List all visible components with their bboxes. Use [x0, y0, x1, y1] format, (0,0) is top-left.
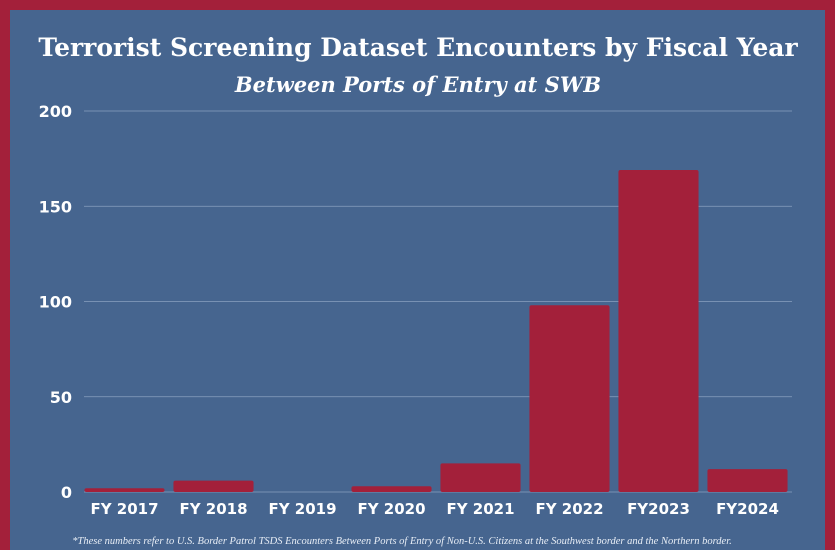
chart-subtitle: Between Ports of Entry at SWB — [234, 72, 601, 97]
bar — [707, 469, 787, 492]
bar — [173, 481, 253, 492]
bar — [84, 488, 164, 492]
x-tick-label: FY2024 — [716, 500, 779, 518]
bar — [440, 463, 520, 492]
x-tick-label: FY 2020 — [357, 500, 425, 518]
x-tick-label: FY 2021 — [446, 500, 514, 518]
x-tick-label: FY 2019 — [268, 500, 336, 518]
y-tick-label: 50 — [50, 388, 72, 407]
footnote: *These numbers refer to U.S. Border Patr… — [72, 536, 732, 547]
x-tick-label: FY2023 — [627, 500, 690, 518]
bar — [618, 170, 698, 492]
bar — [529, 305, 609, 492]
x-tick-label: FY 2018 — [179, 500, 247, 518]
chart: Terrorist Screening Dataset Encounters b… — [0, 0, 835, 550]
page: Terrorist Screening Dataset Encounters b… — [0, 0, 835, 550]
y-tick-label: 0 — [61, 483, 72, 502]
chart-title: Terrorist Screening Dataset Encounters b… — [38, 33, 798, 62]
x-tick-label: FY 2022 — [535, 500, 603, 518]
bar — [351, 486, 431, 492]
x-tick-label: FY 2017 — [90, 500, 158, 518]
y-tick-label: 100 — [39, 293, 72, 312]
y-tick-label: 200 — [39, 102, 72, 121]
y-tick-label: 150 — [39, 197, 72, 216]
